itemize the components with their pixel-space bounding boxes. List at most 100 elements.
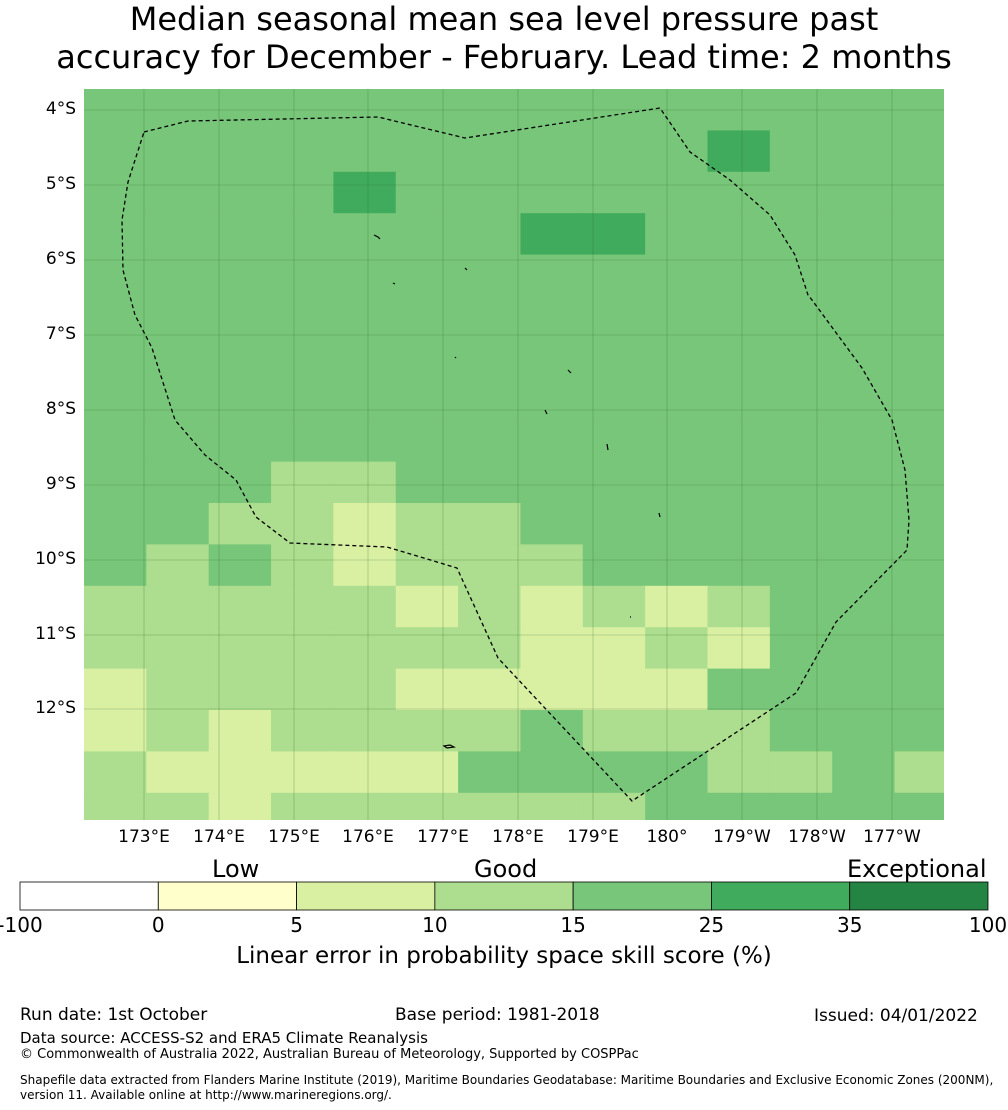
grid-cell [208, 585, 272, 628]
grid-cell [271, 337, 334, 380]
lon-label: 177°E [417, 827, 469, 847]
grid-cell [208, 668, 272, 711]
grid-cell [146, 378, 210, 421]
grid-cell [707, 503, 771, 545]
grid-cell [894, 792, 944, 820]
grid-cell [208, 378, 272, 421]
grid-cell [769, 296, 833, 338]
grid-cell [208, 254, 272, 297]
colorbar-tick-label: 10 [422, 913, 448, 937]
grid-cell [333, 461, 397, 504]
grid-cell [271, 89, 334, 131]
grid-cell [894, 420, 944, 463]
grid-cell [458, 296, 522, 338]
grid-cell [582, 461, 646, 504]
data-source: Data source: ACCESS-S2 and ERA5 Climate … [20, 1029, 428, 1047]
grid-cell [333, 171, 397, 214]
grid-cell [271, 627, 334, 670]
lon-label: 176°E [342, 827, 394, 847]
grid-cell [520, 254, 584, 297]
grid-cell [707, 213, 771, 256]
grid-cell [458, 751, 522, 794]
grid-cell [395, 751, 459, 794]
grid-cell [271, 461, 334, 504]
grid-cell [395, 503, 459, 545]
lon-label: 173°E [118, 827, 170, 847]
grid-cell [520, 337, 584, 380]
island [567, 369, 572, 374]
grid-cell [458, 171, 522, 214]
lat-label: 8°S [45, 399, 76, 419]
grid-cell [707, 420, 771, 463]
lon-label: 174°E [193, 827, 245, 847]
grid-cell [645, 378, 709, 421]
skill-grid [84, 89, 944, 820]
grid-cell [645, 751, 709, 794]
grid-cell [832, 668, 896, 711]
eez-boundary [121, 107, 910, 802]
grid-cell [395, 213, 459, 256]
grid-cell [707, 171, 771, 214]
grid-cell [271, 751, 334, 794]
grid-cell [582, 585, 646, 628]
grid-cell [458, 710, 522, 752]
grid-cell [832, 751, 896, 794]
grid-cell [769, 420, 833, 463]
grid-cell [146, 254, 210, 297]
grid-cell [769, 378, 833, 421]
grid-cell [208, 461, 272, 504]
grid-cell [208, 503, 272, 545]
grid-cell [582, 751, 646, 794]
grid-cell [84, 378, 147, 421]
grid-cell [84, 130, 147, 173]
grid-cell [832, 503, 896, 545]
grid-cell [832, 544, 896, 587]
grid-cell [395, 296, 459, 338]
island [442, 744, 456, 749]
grid-cell [894, 130, 944, 173]
grid-cell [271, 503, 334, 545]
colorbar-tick-label: 15 [560, 913, 586, 937]
grid-cell [333, 792, 397, 820]
grid-cell [707, 627, 771, 670]
grid-cell [271, 792, 334, 820]
grid-cell [769, 254, 833, 297]
lon-label: 179°E [567, 827, 619, 847]
grid-cell [894, 503, 944, 545]
grid-cell [769, 130, 833, 173]
grid-cell [333, 503, 397, 545]
grid-cell [520, 89, 584, 131]
graticule [84, 89, 944, 820]
grid-cell [333, 751, 397, 794]
grid-cell [832, 89, 896, 131]
grid-cell [208, 296, 272, 338]
grid-cell [520, 461, 584, 504]
grid-cell [520, 710, 584, 752]
grid-cell [271, 668, 334, 711]
grid-cell [208, 89, 272, 131]
grid-cell [645, 792, 709, 820]
grid-cell [146, 668, 210, 711]
colorbar-swatch [572, 881, 712, 911]
map-title-line2: accuracy for December - February. Lead t… [56, 38, 952, 76]
colorbar-swatch [296, 881, 436, 911]
colorbar-swatch [157, 881, 297, 911]
grid-cell [582, 337, 646, 380]
grid-cell [645, 627, 709, 670]
grid-cell [208, 627, 272, 670]
lon-label: 178°E [492, 827, 544, 847]
category-low: Low [212, 855, 260, 883]
grid-cell [582, 213, 646, 256]
grid-cell [146, 461, 210, 504]
grid-cell [458, 130, 522, 173]
grid-cell [208, 420, 272, 463]
grid-cell [645, 213, 709, 256]
island [606, 443, 609, 451]
grid-cell [707, 792, 771, 820]
grid-cell [832, 296, 896, 338]
grid-cell [520, 544, 584, 587]
grid-cell [894, 171, 944, 214]
grid-cell [84, 751, 147, 794]
grid-cell [458, 461, 522, 504]
grid-cell [832, 461, 896, 504]
